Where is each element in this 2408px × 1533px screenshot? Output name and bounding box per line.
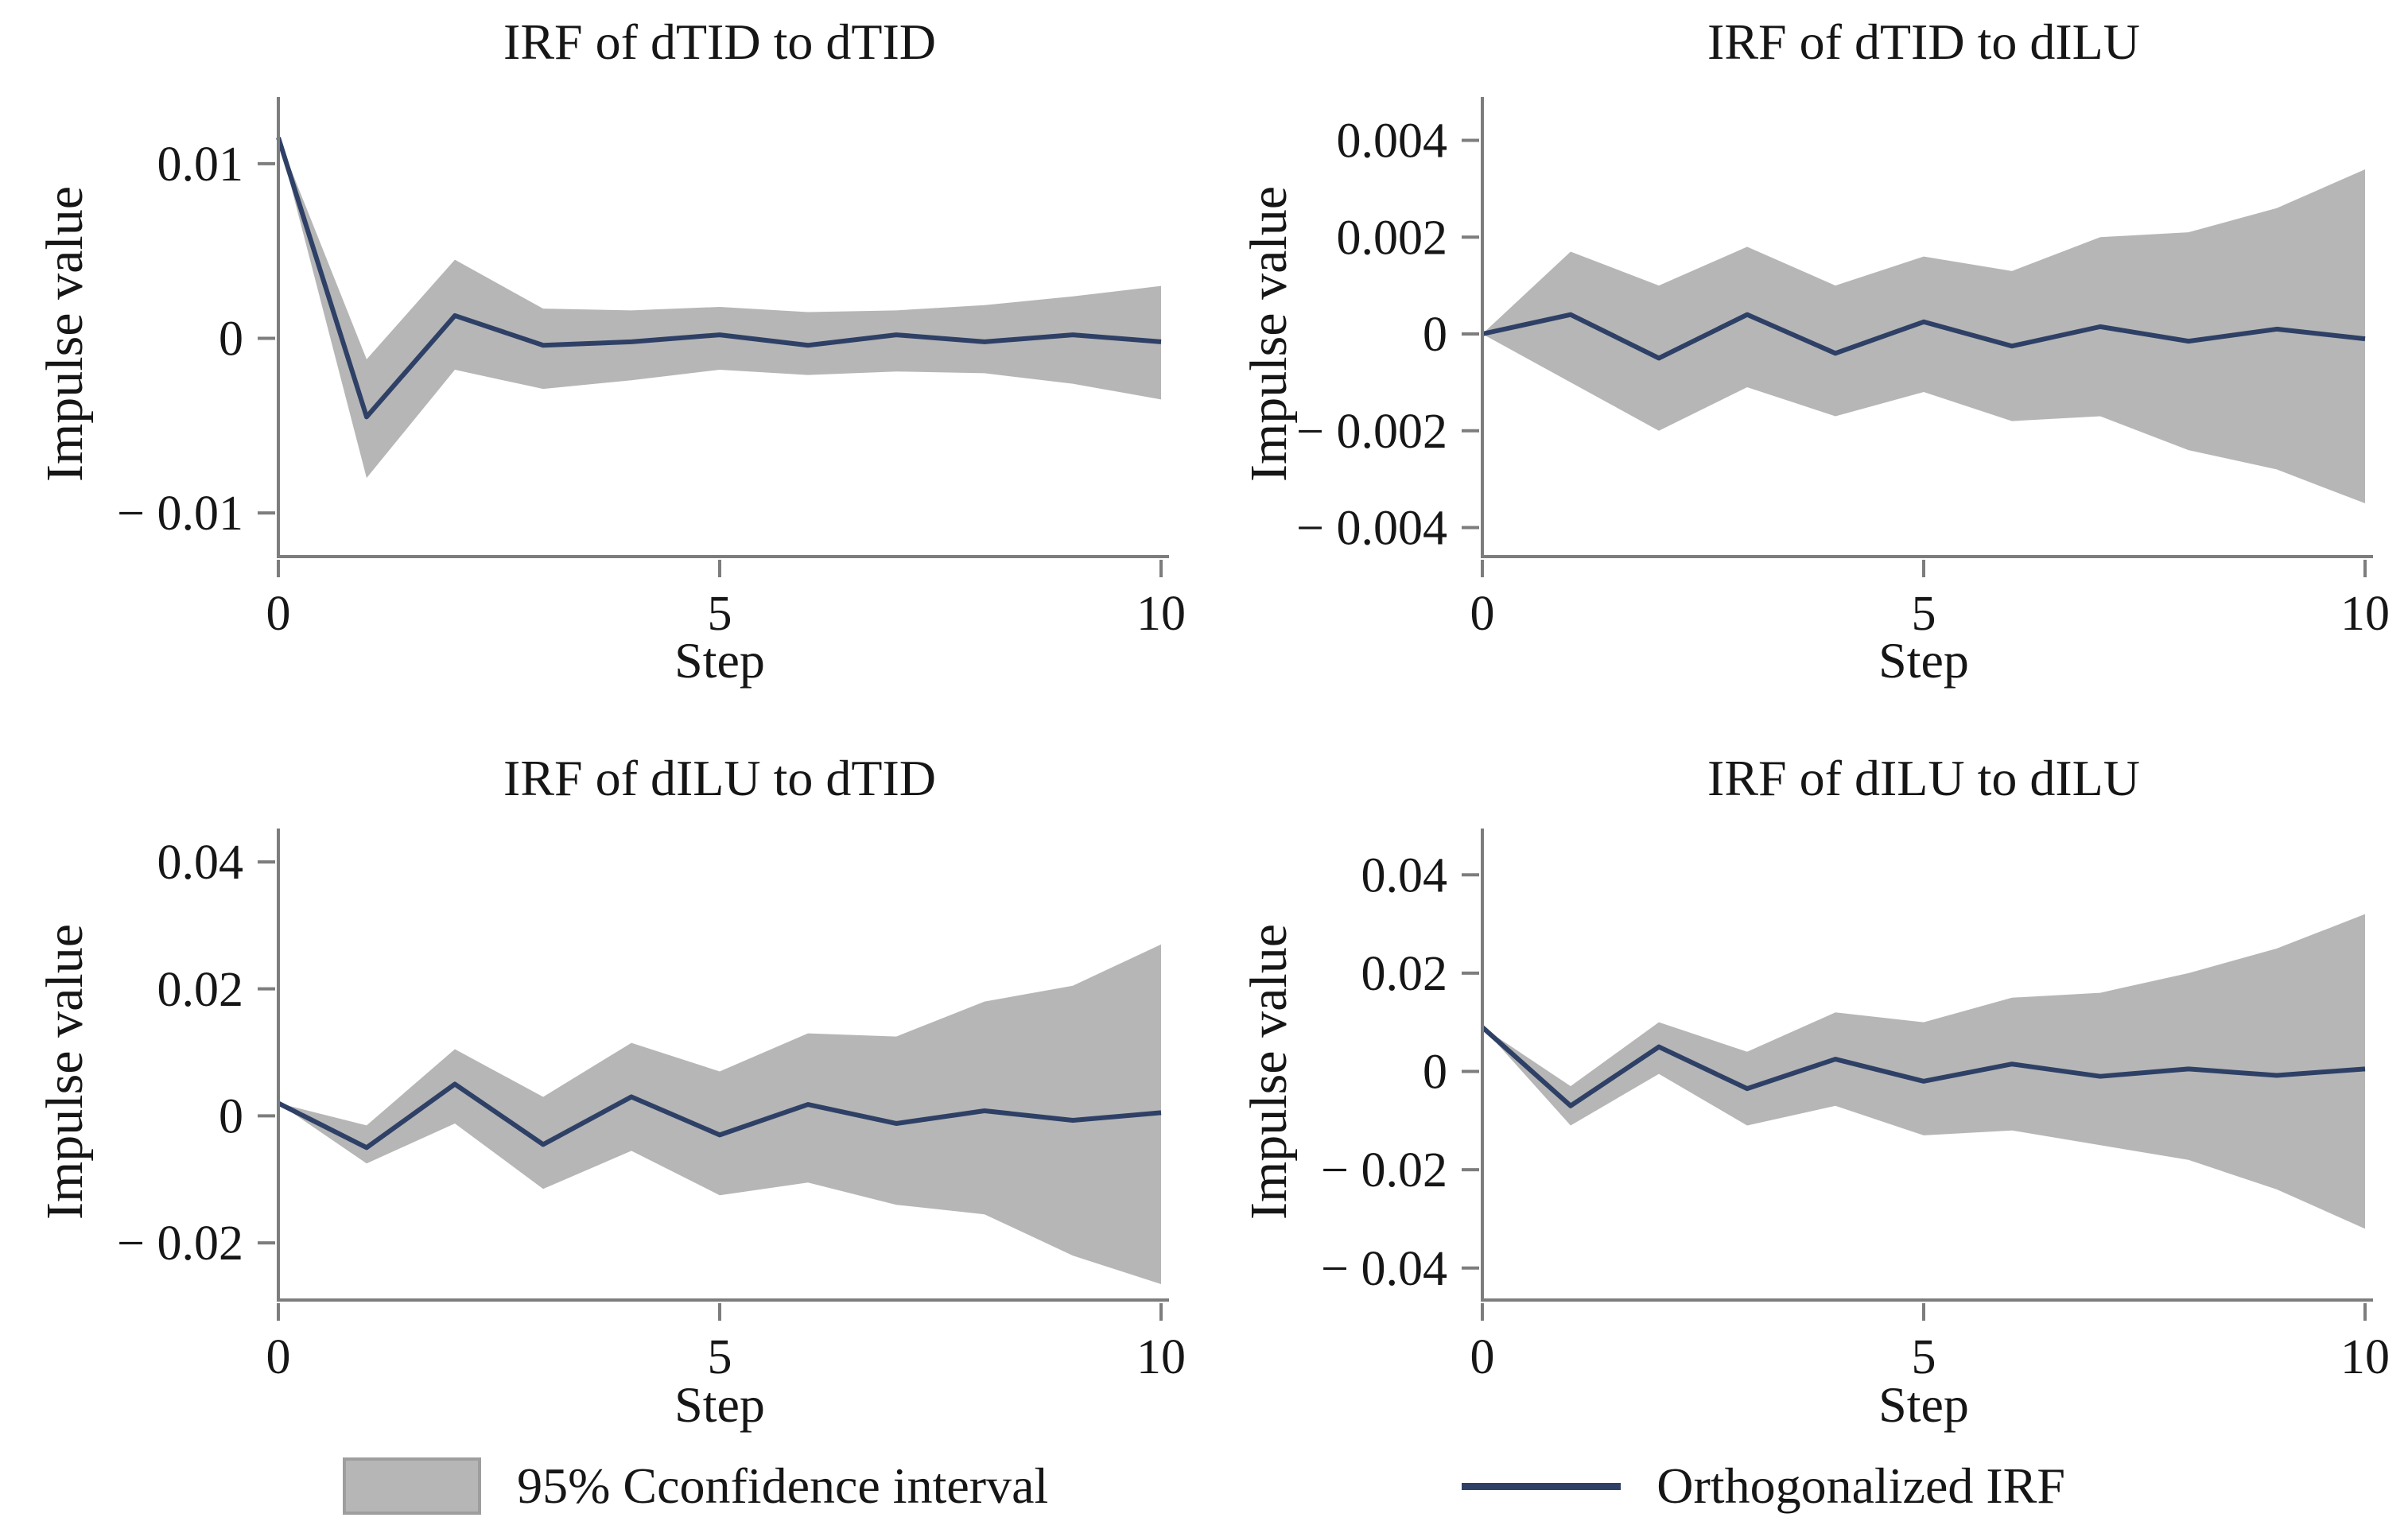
y-tick-label: 0.01 (157, 138, 244, 192)
x-tick-label: 10 (2340, 587, 2390, 641)
y-axis-label: Impulse value (1240, 923, 1298, 1221)
x-tick-label: 0 (266, 587, 291, 641)
chart-panel-dilu-dilu: IRF of dILU to dILU Impulse value 0.04 0.… (1204, 708, 2408, 1439)
y-tick-label: 0 (1423, 1046, 1447, 1100)
x-tick-label: 0 (1470, 587, 1495, 641)
y-tick-label: − 0.002 (1296, 405, 1447, 459)
x-tick-label: 0 (266, 1330, 291, 1384)
x-axis-label: Step (674, 632, 765, 689)
chart-title: IRF of dTID to dTID (503, 14, 936, 70)
chart-panel-dilu-dtid: IRF of dILU to dTID Impulse value 0.04 0.… (0, 708, 1204, 1439)
y-tick-label: 0.004 (1337, 114, 1448, 169)
y-axis-label: Impulse value (1240, 185, 1298, 483)
irf-line (1481, 1025, 2366, 1108)
x-axis-label: Step (674, 1376, 765, 1433)
x-axis-label: Step (1878, 632, 1969, 689)
confidence-band (278, 137, 1161, 479)
y-tick-label: − 0.02 (1321, 1143, 1447, 1197)
chart-title: IRF of dILU to dILU (1707, 750, 2140, 806)
legend: 95% Cconfidence interval Orthogonalized … (0, 1439, 2408, 1533)
plot-canvas: 0.004 0.002 0 − 0.002 − 0.004 0 5 10 (1296, 97, 2390, 641)
confidence-band-label: 95% Cconfidence interval (517, 1457, 1049, 1514)
y-tick-label: 0 (219, 312, 243, 367)
y-tick-label: − 0.01 (117, 487, 243, 541)
x-tick-label: 5 (708, 587, 732, 641)
y-tick-label: 0.002 (1337, 211, 1448, 265)
irf-line (277, 1081, 1162, 1151)
irf-line-swatch (1462, 1482, 1622, 1490)
y-axis-label: Impulse value (36, 923, 94, 1221)
x-axis-label: Step (1878, 1376, 1969, 1433)
y-tick-label: 0.04 (1361, 848, 1448, 902)
y-tick-label: − 0.04 (1321, 1242, 1447, 1296)
confidence-band (1482, 914, 2365, 1229)
plot-canvas: 0.04 0.02 0 − 0.02 0 5 10 (117, 829, 1186, 1384)
x-tick-label: 10 (2340, 1330, 2390, 1384)
plot-canvas: 0.01 0 − 0.01 0 5 10 (117, 97, 1186, 641)
chart-title: IRF of dTID to dILU (1707, 14, 2140, 70)
confidence-band (1482, 169, 2365, 504)
chart-grid: IRF of dTID to dTID Impulse value 0.01 0−… (0, 0, 2408, 1439)
irf-line (1482, 312, 2366, 361)
irf-line-label: Orthogonalized IRF (1656, 1457, 2065, 1514)
y-tick-label: 0 (219, 1089, 243, 1143)
x-tick-label: 5 (1912, 587, 1936, 641)
y-axis-label: Impulse value (36, 185, 94, 483)
plot-canvas: 0.04 0.02 0 − 0.02 − 0.04 0 5 10 (1321, 829, 2390, 1384)
chart-panel-dtid-dtid: IRF of dTID to dTID Impulse value 0.01 0−… (0, 0, 1204, 708)
confidence-band-swatch (343, 1457, 482, 1515)
y-tick-label: 0 (1423, 308, 1447, 362)
y-tick-label: − 0.02 (117, 1217, 243, 1271)
x-tick-label: 5 (708, 1330, 732, 1384)
x-tick-label: 5 (1912, 1330, 1936, 1384)
y-tick-label: − 0.004 (1296, 502, 1447, 556)
x-tick-label: 10 (1136, 1330, 1186, 1384)
chart-title: IRF of dILU to dTID (503, 750, 936, 806)
irf-line (276, 137, 1162, 420)
y-tick-label: 0.04 (157, 836, 244, 890)
y-tick-label: 0.02 (157, 963, 244, 1017)
y-tick-label: 0.02 (1361, 947, 1448, 1001)
chart-panel-dtid-dilu: IRF of dTID to dILU Impulse value 0.004 0… (1204, 0, 2408, 708)
confidence-band (278, 944, 1161, 1285)
x-tick-label: 0 (1470, 1330, 1495, 1384)
x-tick-label: 10 (1136, 587, 1186, 641)
